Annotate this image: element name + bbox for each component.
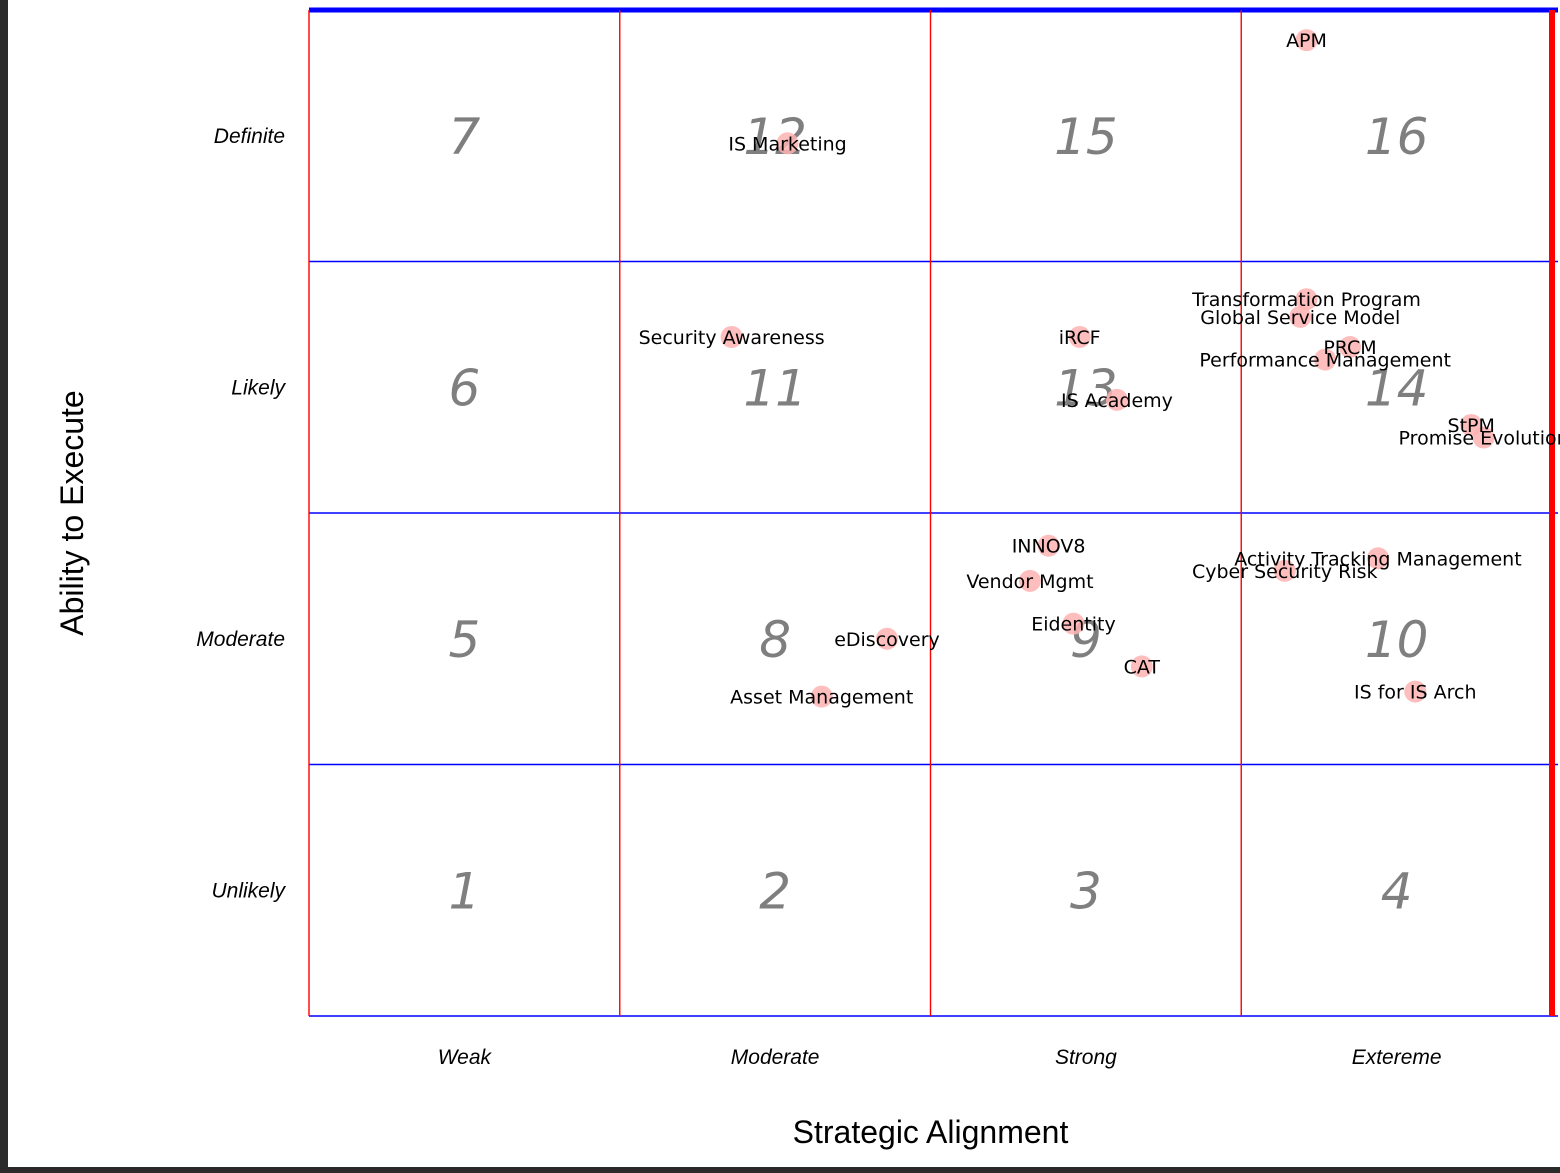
chart-canvas: 1 2 3 4 5 8 9 10 6 11 13 14 7 12 15 16 APM IS Marketing T… bbox=[8, 0, 1560, 1167]
cell-number: 1 bbox=[448, 862, 480, 920]
x-tick-label: Moderate bbox=[731, 1046, 820, 1069]
data-point-label: IS Academy bbox=[1061, 390, 1173, 412]
data-point-label: Activity Tracking Management bbox=[1234, 548, 1521, 570]
cell-number: 13 bbox=[1054, 359, 1118, 417]
data-point bbox=[1295, 288, 1318, 311]
x-tick-label: Weak bbox=[438, 1046, 493, 1069]
data-point-label: StPM bbox=[1448, 415, 1495, 437]
data-point bbox=[776, 132, 799, 155]
data-point-label: Promise Evolution bbox=[1399, 428, 1560, 450]
x-tick-label: Strong bbox=[1055, 1046, 1117, 1069]
cell-number-layer: 1 2 3 45 8 9 106 11 13 147 12 15 16 bbox=[448, 108, 1428, 921]
cell-number: 7 bbox=[448, 108, 480, 166]
point-label-layer: APM IS Marketing Transformation ProgramGlo… bbox=[639, 30, 1560, 708]
data-point bbox=[1404, 680, 1427, 703]
data-point bbox=[1105, 388, 1128, 411]
data-point-label: iRCF bbox=[1059, 327, 1101, 349]
data-point-label: Security Awareness bbox=[639, 327, 825, 349]
data-point bbox=[1018, 569, 1041, 592]
data-point bbox=[1339, 336, 1362, 359]
cell-number: 14 bbox=[1365, 359, 1429, 417]
data-point bbox=[1472, 426, 1495, 449]
cell-number: 2 bbox=[759, 862, 791, 920]
data-point-label: Performance Management bbox=[1199, 350, 1451, 372]
data-point-label: IS for IS Arch bbox=[1354, 682, 1476, 704]
data-point bbox=[1037, 534, 1060, 557]
data-point bbox=[1366, 547, 1389, 570]
data-point-label: Eidentity bbox=[1031, 614, 1116, 636]
cell-number: 11 bbox=[743, 359, 807, 417]
data-point-label: eDiscovery bbox=[834, 629, 940, 651]
data-point bbox=[1314, 348, 1337, 371]
cell-number: 4 bbox=[1381, 862, 1413, 920]
data-point-label: PRCM bbox=[1323, 337, 1376, 359]
cell-number: 8 bbox=[759, 611, 791, 669]
axis-layer: Strategic Alignment Ability to Execute W… bbox=[54, 125, 1442, 1150]
y-tick-label: Definite bbox=[214, 125, 285, 148]
data-point-label: Cyber Security Risk bbox=[1192, 561, 1378, 583]
y-tick-label: Moderate bbox=[196, 628, 285, 651]
data-point bbox=[875, 627, 898, 650]
cell-number: 10 bbox=[1365, 611, 1429, 669]
grid-layer bbox=[308, 7, 1558, 1017]
data-point bbox=[1295, 29, 1318, 52]
cell-number: 5 bbox=[448, 611, 480, 669]
data-point-label: INNOV8 bbox=[1012, 536, 1086, 558]
data-point bbox=[810, 685, 833, 708]
data-point bbox=[1130, 655, 1153, 678]
data-point bbox=[1068, 325, 1091, 348]
x-axis-title: Strategic Alignment bbox=[793, 1114, 1069, 1150]
data-point-label: Global Service Model bbox=[1200, 307, 1400, 329]
point-layer bbox=[720, 29, 1495, 708]
y-tick-label: Likely bbox=[231, 376, 286, 399]
data-point-label: CAT bbox=[1124, 656, 1161, 678]
cell-number: 16 bbox=[1365, 108, 1429, 166]
data-point-label: APM bbox=[1286, 30, 1327, 52]
y-axis-title: Ability to Execute bbox=[54, 390, 90, 635]
data-point-label: Asset Management bbox=[730, 687, 913, 709]
cell-number: 15 bbox=[1054, 108, 1118, 166]
cell-number: 6 bbox=[448, 359, 480, 417]
data-point-label: Vendor Mgmt bbox=[966, 571, 1093, 593]
data-point bbox=[1273, 559, 1296, 582]
data-point bbox=[720, 325, 743, 348]
data-point-label: IS Marketing bbox=[728, 133, 846, 155]
x-tick-label: Extereme bbox=[1352, 1046, 1442, 1069]
cell-number: 3 bbox=[1070, 862, 1102, 920]
data-point-label: Transformation Program bbox=[1191, 289, 1421, 311]
data-point bbox=[1062, 612, 1085, 635]
data-point bbox=[1289, 305, 1312, 328]
y-tick-label: Unlikely bbox=[211, 879, 286, 902]
